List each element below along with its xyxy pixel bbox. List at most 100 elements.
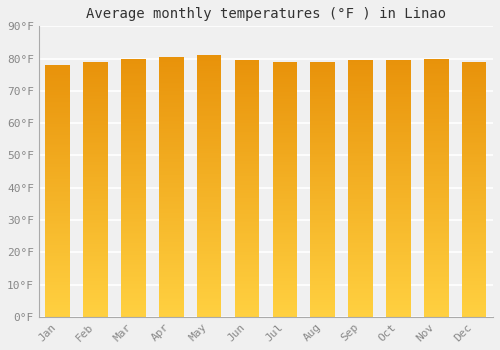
Bar [197, 310, 222, 312]
Bar [234, 156, 260, 157]
Bar [234, 161, 260, 162]
Bar [121, 257, 146, 258]
Bar [46, 209, 70, 211]
Bar [310, 208, 335, 210]
Bar [197, 272, 222, 273]
Bar [234, 243, 260, 245]
Bar [424, 300, 448, 301]
Bar [84, 254, 108, 256]
Bar [462, 155, 486, 157]
Bar [46, 248, 70, 250]
Bar [386, 259, 410, 260]
Bar [197, 280, 222, 282]
Bar [424, 253, 448, 255]
Bar [348, 62, 373, 64]
Bar [159, 114, 184, 116]
Bar [159, 154, 184, 155]
Bar [46, 290, 70, 292]
Bar [462, 94, 486, 96]
Bar [462, 286, 486, 288]
Bar [84, 74, 108, 75]
Bar [386, 70, 410, 71]
Bar [348, 156, 373, 158]
Bar [46, 98, 70, 100]
Bar [462, 215, 486, 217]
Bar [121, 291, 146, 293]
Bar [424, 255, 448, 257]
Bar [462, 92, 486, 94]
Bar [462, 283, 486, 285]
Bar [159, 304, 184, 306]
Bar [386, 303, 410, 305]
Bar [310, 157, 335, 159]
Bar [272, 296, 297, 298]
Bar [159, 135, 184, 136]
Bar [462, 166, 486, 167]
Bar [462, 157, 486, 159]
Bar [462, 91, 486, 92]
Bar [310, 206, 335, 208]
Bar [462, 135, 486, 136]
Bar [84, 283, 108, 285]
Bar [424, 111, 448, 112]
Bar [84, 194, 108, 196]
Bar [424, 264, 448, 265]
Bar [84, 152, 108, 154]
Bar [197, 181, 222, 183]
Bar [159, 287, 184, 289]
Bar [348, 286, 373, 288]
Bar [46, 130, 70, 132]
Bar [234, 255, 260, 257]
Bar [424, 169, 448, 171]
Bar [197, 303, 222, 304]
Bar [424, 93, 448, 95]
Bar [121, 308, 146, 310]
Bar [234, 200, 260, 202]
Bar [46, 261, 70, 263]
Bar [310, 113, 335, 114]
Bar [197, 82, 222, 83]
Bar [121, 74, 146, 76]
Bar [310, 262, 335, 264]
Bar [234, 75, 260, 77]
Bar [197, 198, 222, 200]
Bar [348, 201, 373, 202]
Bar [386, 85, 410, 87]
Bar [159, 265, 184, 266]
Bar [84, 111, 108, 113]
Bar [46, 260, 70, 261]
Bar [197, 76, 222, 78]
Bar [121, 232, 146, 234]
Bar [84, 114, 108, 116]
Bar [348, 301, 373, 303]
Bar [348, 91, 373, 93]
Bar [386, 80, 410, 82]
Bar [310, 79, 335, 80]
Bar [424, 190, 448, 191]
Bar [159, 88, 184, 90]
Bar [310, 98, 335, 99]
Bar [386, 279, 410, 281]
Bar [424, 310, 448, 312]
Bar [159, 145, 184, 147]
Bar [462, 307, 486, 308]
Bar [424, 293, 448, 294]
Bar [424, 291, 448, 293]
Bar [272, 82, 297, 84]
Bar [462, 198, 486, 199]
Bar [348, 127, 373, 128]
Bar [197, 179, 222, 181]
Bar [121, 274, 146, 275]
Bar [159, 133, 184, 135]
Bar [462, 74, 486, 75]
Bar [424, 210, 448, 212]
Bar [348, 105, 373, 106]
Bar [234, 169, 260, 171]
Bar [462, 128, 486, 130]
Bar [424, 71, 448, 73]
Bar [310, 269, 335, 271]
Bar [159, 277, 184, 279]
Bar [84, 132, 108, 133]
Bar [234, 128, 260, 130]
Bar [159, 225, 184, 226]
